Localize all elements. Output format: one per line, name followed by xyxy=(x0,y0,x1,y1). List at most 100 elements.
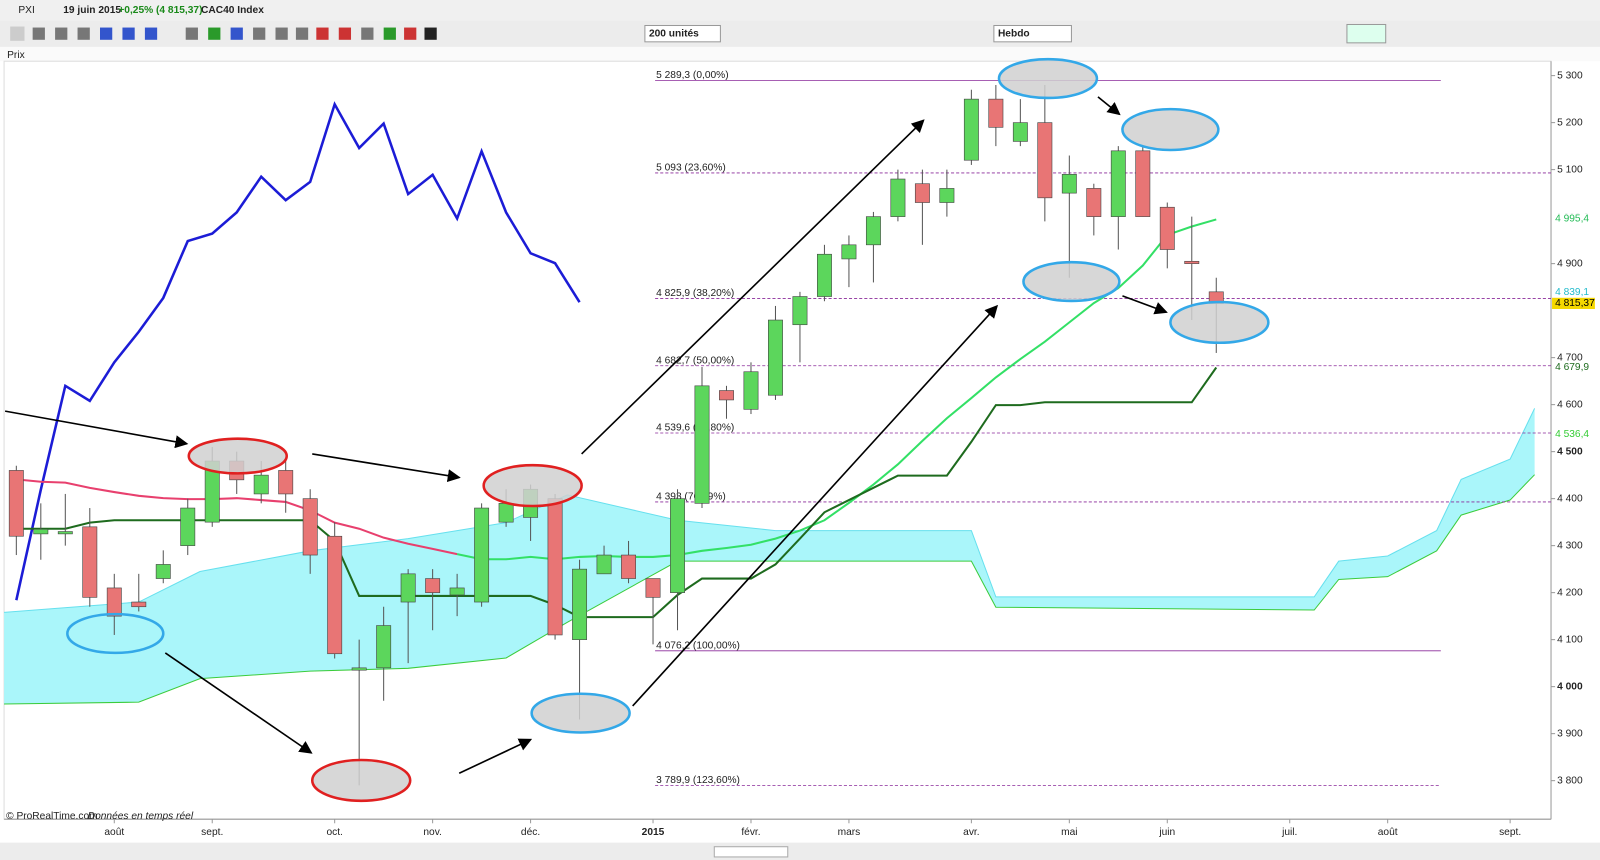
candle-body xyxy=(57,531,73,535)
fib-label: 4 393 (76,39%) xyxy=(656,492,726,503)
price-badge xyxy=(1552,361,1595,373)
y-tick-label: 5 200 xyxy=(1557,117,1583,128)
x-tick-label: mars xyxy=(838,827,861,838)
candle-body xyxy=(8,470,24,537)
candle-body xyxy=(988,98,1004,128)
x-tick-label: nov. xyxy=(423,827,442,838)
units-dropdown[interactable] xyxy=(644,24,721,43)
candle-body xyxy=(155,564,171,579)
price-badge-label: 4 536,4 xyxy=(1555,429,1589,440)
toolbar-icons[interactable] xyxy=(10,26,437,41)
fib-label: 5 289,3 (0,00%) xyxy=(656,70,729,81)
cloud-lower xyxy=(4,474,1535,705)
candle-body xyxy=(596,554,612,575)
x-tick-label: avr. xyxy=(963,827,979,838)
candle-body xyxy=(1184,260,1200,264)
y-tick-label: 4 600 xyxy=(1557,399,1583,410)
fib-label: 4 825,9 (38,20%) xyxy=(656,288,734,299)
candle-body xyxy=(82,526,98,598)
price-badge-label: 4 839,1 xyxy=(1555,287,1589,298)
period-dropdown[interactable] xyxy=(993,24,1072,43)
price-badge xyxy=(1552,428,1595,441)
price-badge-label: 4 679,9 xyxy=(1555,362,1589,373)
cloud-upper xyxy=(4,408,1536,613)
price-badge xyxy=(1552,286,1595,298)
y-tick-label: 4 400 xyxy=(1557,493,1583,504)
annotations xyxy=(66,57,1270,803)
candle-body xyxy=(1061,174,1077,194)
x-tick-label: sept. xyxy=(201,827,223,838)
candle-body xyxy=(743,371,759,410)
candle-body xyxy=(572,568,588,640)
candle-body xyxy=(400,573,416,603)
candle-body xyxy=(131,601,147,608)
price-badge xyxy=(1552,297,1595,310)
indicator-line xyxy=(456,218,1217,561)
panel-bar xyxy=(0,46,1600,62)
candle-body xyxy=(645,578,661,598)
candle-body xyxy=(1135,150,1151,217)
candle-body xyxy=(1037,122,1053,199)
x-tick-label: oct. xyxy=(326,827,342,838)
source-note: Données en temps réel xyxy=(88,811,194,822)
candle-body xyxy=(792,296,808,326)
y-tick-label: 4 200 xyxy=(1557,587,1583,598)
candle-body xyxy=(106,587,122,617)
candle-body xyxy=(1110,150,1126,217)
panel-label: Prix xyxy=(7,50,25,61)
indicator-line xyxy=(16,478,458,556)
candle-body xyxy=(180,507,196,546)
candle-body xyxy=(841,244,857,260)
x-tick-label: juil. xyxy=(1281,827,1297,838)
x-tick-label: févr. xyxy=(741,827,760,838)
bottom-toolbar xyxy=(0,842,1600,860)
candle-body xyxy=(425,578,441,593)
candle-body xyxy=(449,587,465,596)
candle-body xyxy=(1086,188,1102,217)
candle-body xyxy=(768,319,783,396)
y-tick-label: 4 300 xyxy=(1557,540,1583,551)
candle-body xyxy=(1012,122,1028,142)
x-tick-label: août xyxy=(104,827,124,838)
price-badge-label: 4 995,4 xyxy=(1555,213,1589,224)
candle-body xyxy=(351,667,367,671)
candle-body xyxy=(253,474,269,495)
y-tick-label: 4 900 xyxy=(1557,258,1583,269)
y-tick-label: 5 100 xyxy=(1557,164,1583,175)
source: © ProRealTime.com xyxy=(6,811,97,822)
y-tick-label: 3 800 xyxy=(1557,775,1583,786)
candle-body xyxy=(939,188,955,203)
instrument: CAC40 Index xyxy=(201,5,264,16)
candle-body xyxy=(498,503,514,523)
y-tick-label: 5 300 xyxy=(1557,70,1583,81)
candle-body xyxy=(327,535,343,655)
arrows xyxy=(4,96,1168,775)
candle-body xyxy=(816,253,832,297)
toolbar xyxy=(0,20,1600,47)
candle-body xyxy=(914,183,930,203)
x-tick-label: sept. xyxy=(1499,827,1521,838)
x-tick-label: août xyxy=(1378,827,1398,838)
x-tick-label: 2015 xyxy=(642,827,665,838)
x-tick-label: mai xyxy=(1061,827,1077,838)
date: 19 juin 2015 xyxy=(63,5,121,16)
fib-label: 4 076,2 (100,00%) xyxy=(656,640,740,651)
candle-body xyxy=(719,390,734,401)
chart-type-button[interactable] xyxy=(1346,23,1387,44)
candle-body xyxy=(865,216,881,246)
candle-body xyxy=(547,498,563,636)
y-tick-label: 4 500 xyxy=(1557,446,1583,457)
scrollbar[interactable] xyxy=(713,846,789,858)
candle-body xyxy=(621,554,636,579)
candle-body xyxy=(1159,206,1175,250)
indicator-line xyxy=(15,101,581,601)
units: 200 unités xyxy=(649,28,699,39)
y-tick-label: 3 900 xyxy=(1557,728,1583,739)
candle-body xyxy=(474,507,490,603)
candle-body xyxy=(670,498,685,593)
fib-label: 5 093 (23,60%) xyxy=(656,163,726,174)
fib-label: 4 682,7 (50,00%) xyxy=(656,355,734,366)
y-tick-label: 4 000 xyxy=(1557,681,1583,692)
